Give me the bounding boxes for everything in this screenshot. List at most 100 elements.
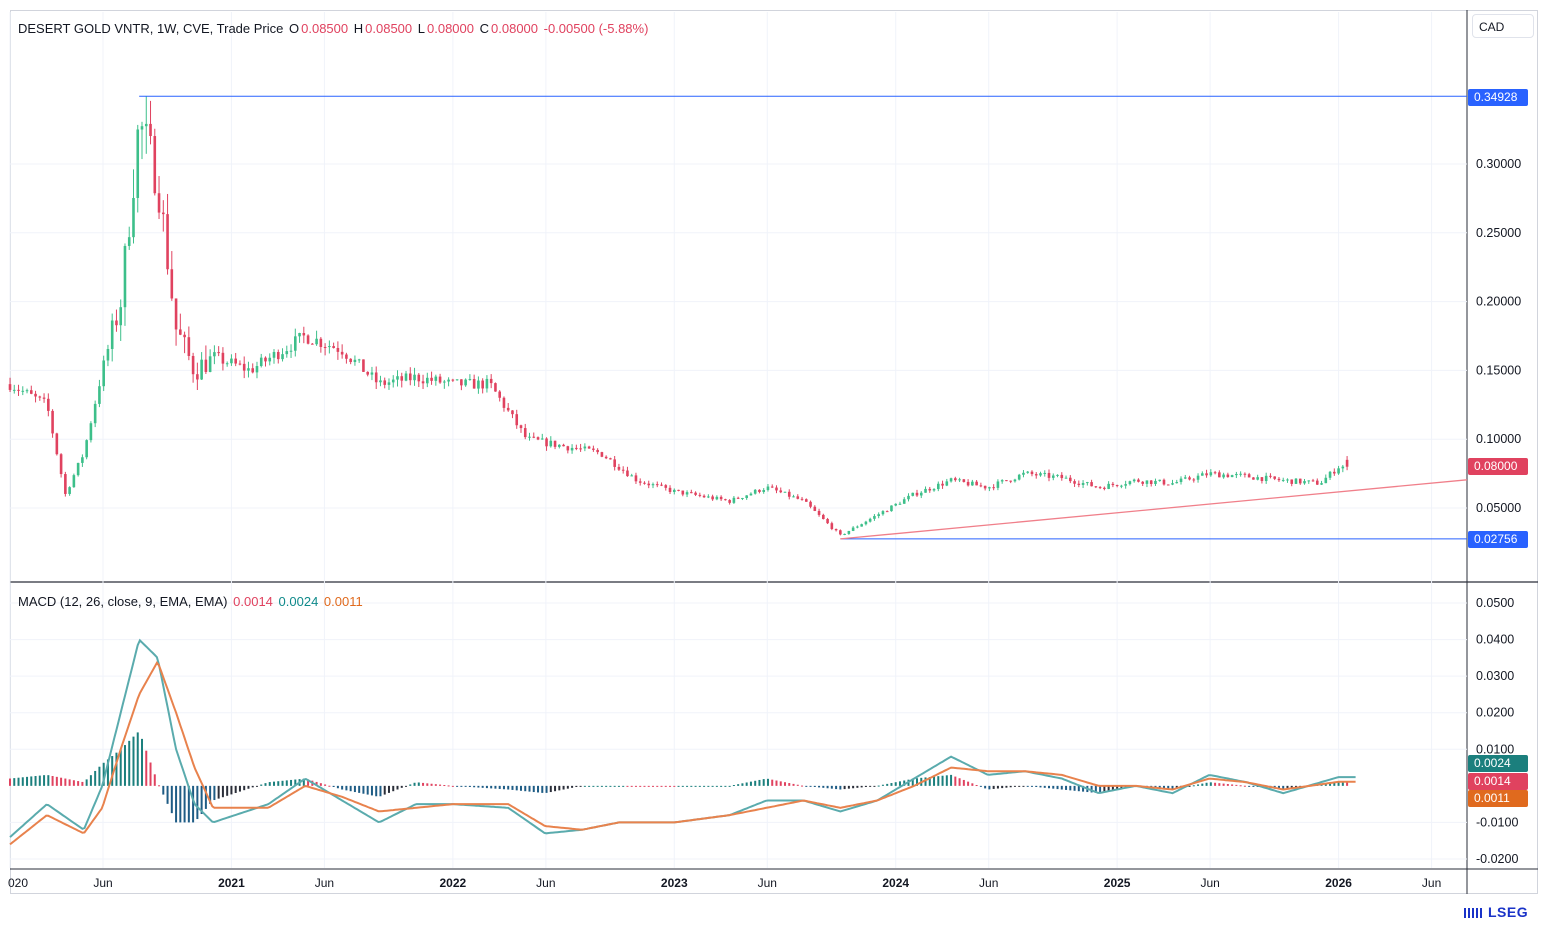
candle-body <box>1307 480 1311 482</box>
candle-body <box>383 380 387 385</box>
macd-histogram-bar <box>1120 785 1123 789</box>
macd-histogram-bar <box>477 785 480 788</box>
macd-histogram-bar <box>315 781 318 786</box>
macd-histogram-bar <box>47 775 50 786</box>
candle-body <box>664 485 668 488</box>
macd-histogram-bar <box>554 785 557 792</box>
macd-axis-tick: -0.0200 <box>1476 852 1518 866</box>
candle-body <box>345 354 348 359</box>
candle-body <box>583 446 587 449</box>
candle-body <box>800 498 804 500</box>
macd-histogram-bar <box>673 785 676 787</box>
macd-histogram-bar <box>1201 783 1204 786</box>
candle-body <box>1286 479 1289 481</box>
candle-body <box>1260 477 1264 482</box>
candle-body <box>1337 468 1340 474</box>
macd-histogram-bar <box>281 780 284 786</box>
macd-histogram-bar <box>400 785 403 788</box>
lseg-mark-icon <box>1464 908 1484 919</box>
currency-button[interactable]: CAD <box>1472 14 1534 38</box>
macd-histogram-bar <box>345 785 348 791</box>
macd-histogram-bar <box>622 785 625 787</box>
candle-body <box>251 368 255 373</box>
macd-histogram-bar <box>119 749 122 786</box>
macd-histogram-bar <box>847 785 850 789</box>
macd-histogram-bar <box>941 775 944 786</box>
candle-body <box>1345 459 1349 467</box>
macd-histogram-bar <box>1231 784 1234 786</box>
macd-histogram-bar <box>98 766 101 786</box>
candle-body <box>749 493 753 496</box>
macd-histogram-bar <box>162 785 165 795</box>
candle-body <box>907 495 910 500</box>
candle-body <box>1298 478 1302 484</box>
candle-body <box>715 496 719 500</box>
macd-histogram-bar <box>545 785 548 793</box>
candle-body <box>323 346 327 348</box>
candle-body <box>1281 479 1285 481</box>
candle-body <box>890 505 893 512</box>
candle-body <box>25 390 29 392</box>
candle-body <box>826 519 829 524</box>
macd-signal-value: 0.0011 <box>323 594 363 609</box>
macd-hist-tag: 0.0014 <box>1468 773 1528 790</box>
macd-histogram-bar <box>639 785 642 787</box>
candle-body <box>924 488 927 493</box>
candle-body <box>119 307 123 326</box>
macd-line-value: 0.0024 <box>278 594 319 609</box>
candle-body <box>873 516 876 519</box>
macd-histogram-bar <box>204 785 207 809</box>
macd-histogram-bar <box>243 785 246 791</box>
candle-body <box>1183 477 1187 479</box>
candle-body <box>1179 478 1183 483</box>
candle-body <box>213 352 216 357</box>
candle-body <box>668 487 672 492</box>
macd-histogram-bar <box>468 785 471 787</box>
candle-body <box>370 372 374 375</box>
candle-body <box>932 489 936 491</box>
macd-histogram-bar <box>741 783 744 786</box>
macd-histogram-bar <box>494 785 497 789</box>
macd-histogram-bar <box>945 775 948 786</box>
candle-body <box>225 363 229 365</box>
candle-body <box>813 506 817 511</box>
macd-histogram-bar <box>950 774 953 786</box>
candle-body <box>255 366 259 373</box>
macd-histogram-bar <box>754 780 757 786</box>
macd-histogram-bar <box>630 785 633 787</box>
macd-histogram-bar <box>123 745 126 786</box>
macd-histogram-bar <box>1103 785 1106 793</box>
candle-body <box>617 466 621 470</box>
candle-body <box>426 377 429 384</box>
candle-body <box>85 440 88 458</box>
candle-body <box>170 269 174 299</box>
candle-body <box>468 378 472 380</box>
candle-body <box>1107 483 1110 489</box>
macd-histogram-bar <box>873 785 876 787</box>
macd-histogram-bar <box>511 785 514 790</box>
lseg-logo[interactable]: LSEG <box>1464 904 1528 920</box>
candle-body <box>660 484 663 486</box>
candle-body <box>834 528 838 531</box>
macd-histogram-bar <box>464 785 467 787</box>
macd-line <box>9 638 1356 838</box>
candle-body <box>724 499 727 501</box>
macd-histogram-bar <box>775 780 778 786</box>
macd-histogram-bar <box>358 785 361 793</box>
macd-histogram-bar <box>1329 782 1332 786</box>
candle-body <box>51 410 54 434</box>
macd-histogram-bar <box>294 779 297 786</box>
macd-histogram-bar <box>894 782 897 786</box>
open-value: 0.08500 <box>301 21 349 36</box>
macd-histogram-bar <box>664 785 667 787</box>
candle-body <box>1081 483 1085 485</box>
macd-histogram-bar <box>1060 785 1063 790</box>
price-axis-tick: 0.10000 <box>1476 432 1521 446</box>
candle-body <box>353 359 357 363</box>
candle-body <box>1149 480 1153 485</box>
symbol-legend: DESERT GOLD VNTR, 1W, CVE, Trade Price O… <box>18 21 650 36</box>
macd-histogram-bar <box>839 785 842 790</box>
candle-body <box>1124 484 1127 486</box>
high-value: 0.08500 <box>365 21 413 36</box>
